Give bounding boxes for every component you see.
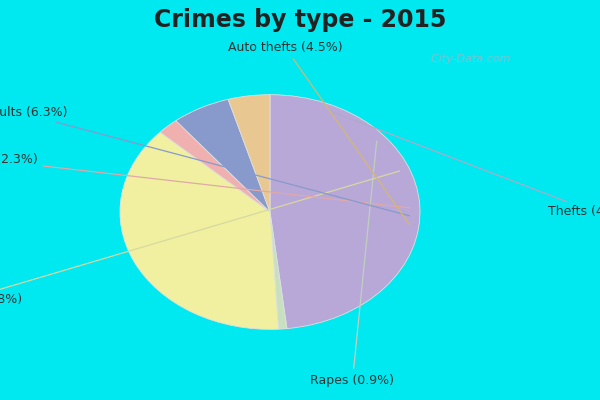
Text: City-Data.com: City-Data.com: [424, 54, 510, 64]
Text: Robberies (2.3%): Robberies (2.3%): [0, 153, 410, 208]
Text: Thefts (48.2%): Thefts (48.2%): [331, 111, 600, 218]
Text: Crimes by type - 2015: Crimes by type - 2015: [154, 8, 446, 32]
Text: Assaults (6.3%): Assaults (6.3%): [0, 106, 410, 216]
Text: Burglaries (37.8%): Burglaries (37.8%): [0, 171, 400, 306]
Wedge shape: [120, 132, 278, 329]
Wedge shape: [160, 121, 270, 212]
Text: Auto thefts (4.5%): Auto thefts (4.5%): [227, 41, 410, 225]
Wedge shape: [270, 95, 420, 328]
Wedge shape: [270, 212, 287, 329]
Text: Rapes (0.9%): Rapes (0.9%): [311, 141, 395, 387]
Wedge shape: [228, 95, 270, 212]
Wedge shape: [176, 99, 270, 212]
